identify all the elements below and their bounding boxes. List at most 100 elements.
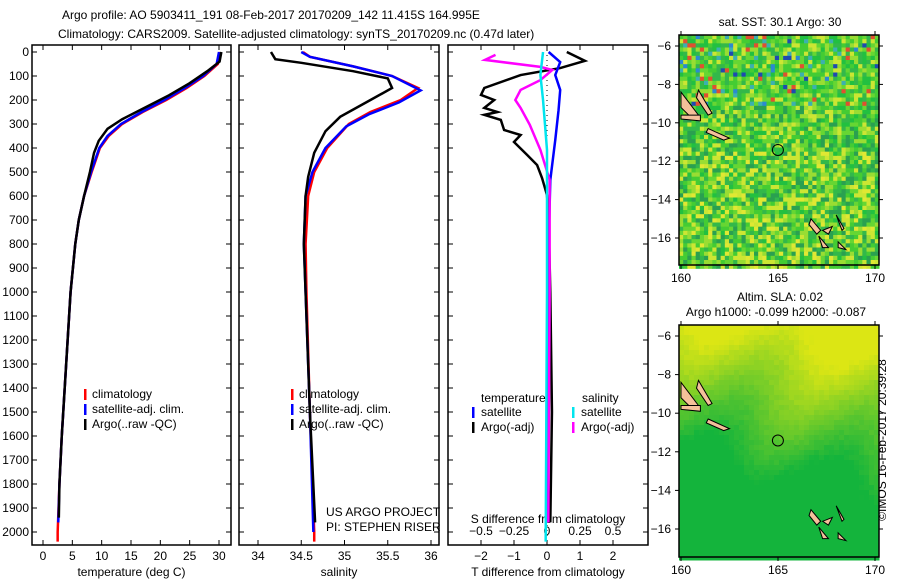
- map-cell: [709, 540, 715, 546]
- map-cell: [804, 35, 809, 40]
- map-cell: [779, 515, 785, 521]
- map-cell: [745, 76, 751, 82]
- map-cell: [684, 520, 690, 526]
- map-cell: [774, 340, 780, 346]
- map-cell: [709, 475, 715, 481]
- map-cell: [779, 35, 784, 40]
- map-cell: [766, 189, 772, 194]
- map-cell: [874, 185, 880, 190]
- map-cell: [709, 430, 715, 436]
- map-cell: [789, 550, 795, 556]
- map-cell: [769, 465, 775, 471]
- map-cell: [745, 222, 751, 228]
- map-cell: [874, 193, 880, 198]
- map-cell: [816, 51, 822, 57]
- map-cell: [691, 197, 697, 203]
- map-cell: [758, 85, 763, 90]
- map-cell: [749, 101, 755, 107]
- x-tick-label: 160: [671, 271, 691, 285]
- map-cell: [691, 85, 697, 90]
- map-cell: [720, 85, 726, 90]
- map-cell: [866, 176, 872, 182]
- map-cell: [745, 168, 751, 173]
- map-cell: [862, 168, 867, 173]
- map-cell: [694, 410, 700, 416]
- map-cell: [789, 445, 795, 451]
- map-cell: [729, 350, 735, 356]
- map-cell: [829, 122, 834, 128]
- map-cell: [759, 375, 765, 381]
- map-cell: [829, 325, 835, 331]
- map-cell: [841, 93, 847, 98]
- map-cell: [704, 76, 709, 82]
- map-cell: [799, 55, 805, 61]
- map-cell: [716, 214, 722, 219]
- map-cell: [809, 395, 815, 401]
- map-cell: [874, 540, 880, 546]
- map-cell: [837, 189, 842, 194]
- map-cell: [720, 72, 726, 78]
- map-cell: [829, 210, 834, 215]
- map-cell: [819, 335, 825, 341]
- map-cell: [824, 480, 830, 486]
- map-cell: [820, 85, 826, 90]
- map-cell: [799, 520, 805, 526]
- map-cell: [862, 210, 867, 215]
- map-cell: [804, 345, 810, 351]
- map-cell: [845, 218, 851, 223]
- map-cell: [874, 460, 880, 466]
- map-cell: [744, 390, 750, 396]
- map-cell: [733, 126, 738, 132]
- map-cell: [820, 168, 826, 173]
- map-cell: [729, 505, 735, 511]
- map-cell: [804, 205, 809, 211]
- map-cell: [809, 490, 815, 496]
- map-cell: [708, 264, 713, 269]
- map-cell: [724, 160, 730, 165]
- map-cell: [794, 460, 800, 466]
- map-cell: [770, 210, 776, 215]
- map-cell: [684, 535, 690, 541]
- map-cell: [699, 205, 705, 211]
- map-cell: [774, 535, 780, 541]
- map-cell: [820, 64, 826, 69]
- map-cell: [844, 370, 850, 376]
- map-cell: [741, 185, 747, 190]
- map-cell: [844, 445, 850, 451]
- map-cell: [866, 126, 872, 132]
- map-cell: [709, 525, 715, 531]
- map-cell: [804, 55, 809, 61]
- map-cell: [704, 89, 709, 94]
- map-cell: [749, 139, 755, 144]
- map-cell: [787, 143, 792, 148]
- map-cell: [845, 151, 851, 157]
- map-cell: [754, 135, 759, 140]
- map-cell: [749, 243, 755, 248]
- map-cell: [854, 430, 860, 436]
- map-cell: [824, 465, 830, 471]
- map-cell: [795, 80, 801, 86]
- map-cell: [774, 335, 780, 341]
- map-cell: [683, 118, 688, 123]
- map-cell: [749, 122, 755, 128]
- x-tick-label: 170: [865, 271, 885, 285]
- map-cell: [695, 168, 701, 173]
- map-cell: [854, 89, 859, 94]
- map-cell: [739, 530, 745, 536]
- map-cell: [837, 51, 842, 57]
- map-cell: [791, 126, 797, 132]
- map-cell: [824, 470, 830, 476]
- map-cell: [799, 260, 805, 265]
- map-cell: [749, 350, 755, 356]
- map-cell: [804, 460, 810, 466]
- map-cell: [845, 105, 851, 111]
- map-cell: [695, 264, 701, 269]
- map-cell: [687, 118, 692, 123]
- map-cell: [758, 185, 763, 190]
- island: [705, 127, 731, 141]
- map-cell: [839, 400, 845, 406]
- map-cell: [819, 365, 825, 371]
- map-cell: [814, 470, 820, 476]
- map-cell: [758, 126, 763, 132]
- map-cell: [729, 155, 734, 161]
